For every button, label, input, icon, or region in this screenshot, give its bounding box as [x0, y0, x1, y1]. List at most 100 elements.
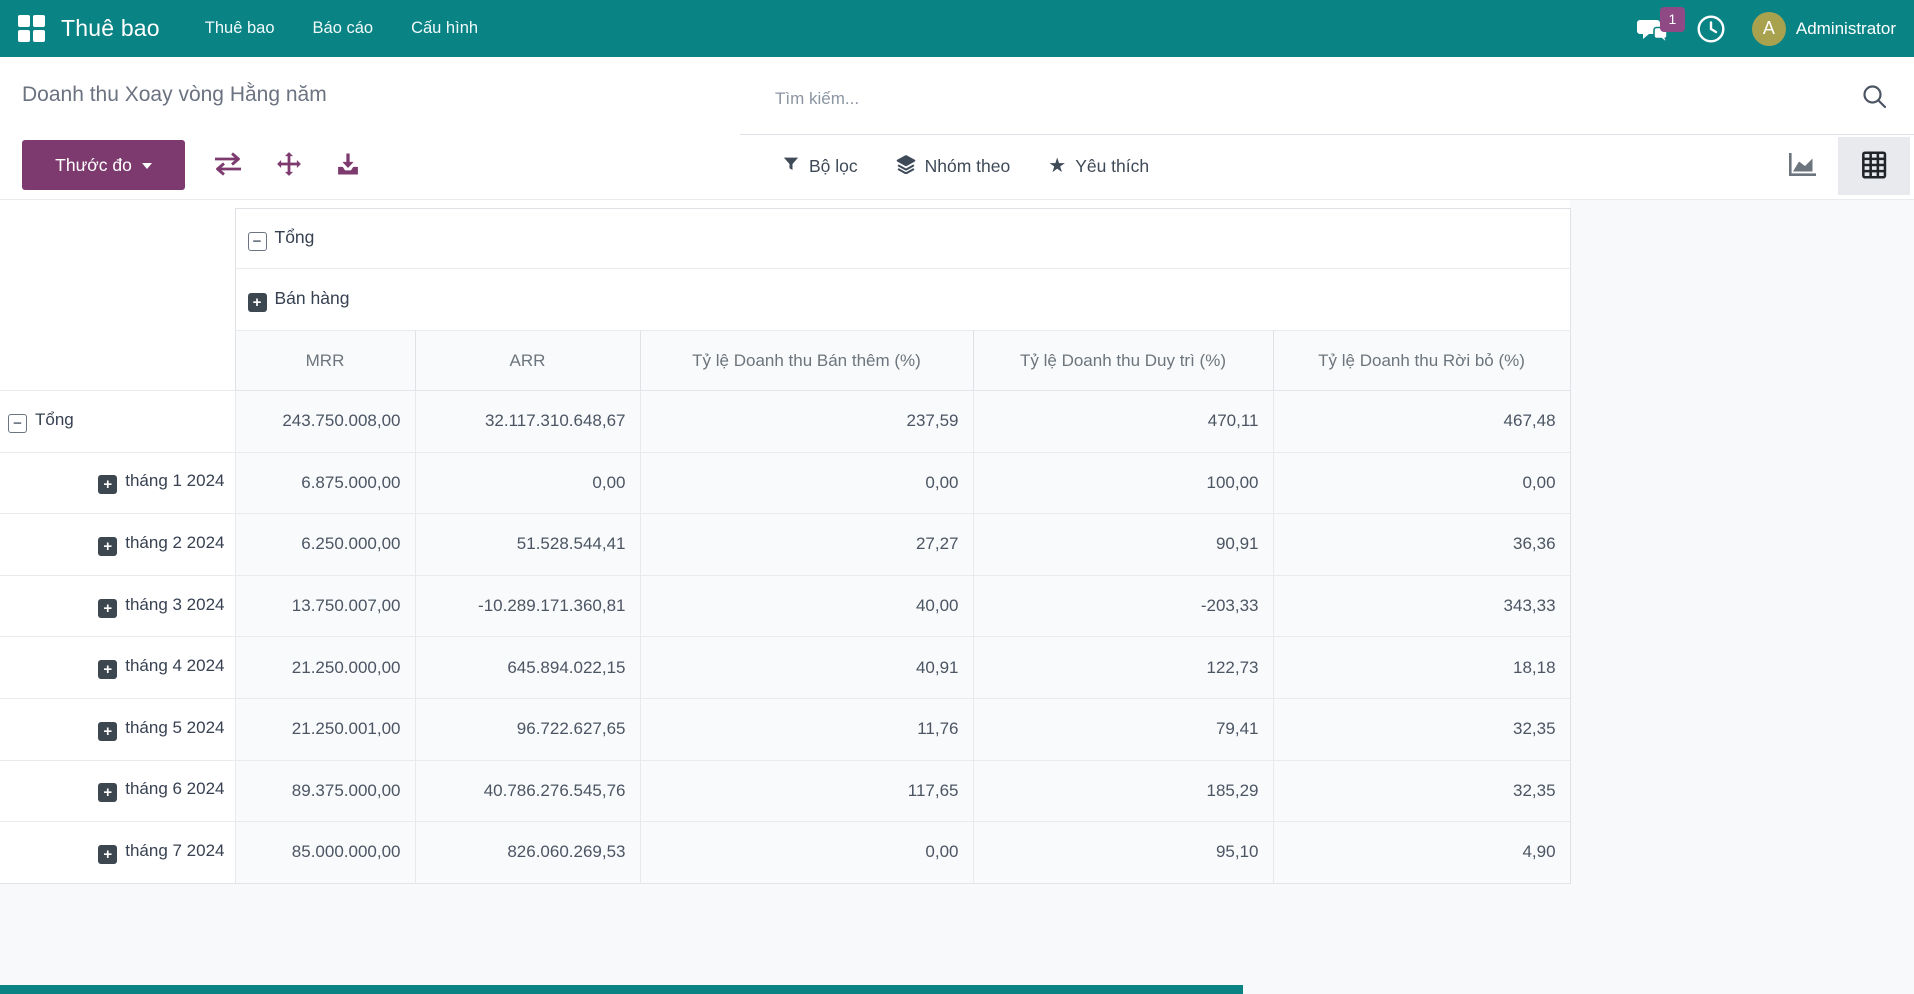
pivot-cell[interactable]: 21.250.001,00	[234, 697, 415, 761]
measures-button-label: Thước đo	[55, 154, 132, 175]
pivot-cell[interactable]: 467,48	[1272, 390, 1571, 453]
pivot-cell[interactable]: 18,18	[1272, 636, 1571, 699]
pivot-cell[interactable]: 79,41	[972, 697, 1273, 761]
measure-header-retention[interactable]: Tỷ lệ Doanh thu Duy trì (%)	[972, 330, 1273, 391]
pivot-view-button[interactable]	[1838, 137, 1910, 195]
bottom-scrollbar[interactable]	[0, 985, 1243, 994]
menu-item-bao-cao[interactable]: Báo cáo	[312, 19, 374, 37]
measure-header-mrr[interactable]: MRR	[234, 330, 415, 391]
pivot-cell[interactable]: 13.750.007,00	[234, 574, 415, 637]
row-header[interactable]: + tháng 6 2024	[0, 759, 235, 822]
row-header[interactable]: + tháng 5 2024	[0, 697, 235, 761]
expand-icon[interactable]: +	[98, 598, 118, 618]
pivot-cell[interactable]: 96.722.627,65	[414, 697, 640, 761]
row-header[interactable]: + tháng 3 2024	[0, 574, 235, 637]
pivot-cell[interactable]: 85.000.000,00	[234, 821, 415, 884]
pivot-cell[interactable]: 0,00	[414, 451, 640, 514]
pivot-cell[interactable]: 6.875.000,00	[234, 451, 415, 514]
pivot-cell[interactable]: 21.250.000,00	[234, 636, 415, 699]
flip-axis-icon[interactable]	[212, 149, 244, 181]
collapse-icon[interactable]: −	[247, 231, 267, 251]
pivot-cell[interactable]: 122,73	[972, 636, 1273, 699]
expand-icon[interactable]: +	[98, 475, 118, 495]
pivot-cell[interactable]: 237,59	[639, 390, 973, 453]
row-header[interactable]: + tháng 1 2024	[0, 451, 235, 514]
expand-icon[interactable]: +	[98, 844, 118, 864]
pivot-cell[interactable]: 4,90	[1272, 821, 1571, 884]
expand-icon[interactable]: +	[98, 536, 118, 556]
pivot-cell[interactable]: 100,00	[972, 451, 1273, 514]
pivot-cell[interactable]: 470,11	[972, 390, 1273, 453]
graph-view-button[interactable]	[1766, 137, 1838, 195]
row-header[interactable]: + tháng 2 2024	[0, 513, 235, 576]
pivot-cell[interactable]: 40.786.276.545,76	[414, 759, 640, 822]
expand-icon[interactable]: +	[98, 721, 118, 741]
pivot-cell[interactable]: 243.750.008,00	[234, 390, 415, 453]
column-group-row: + Bán hàng	[0, 268, 1571, 331]
messages-button[interactable]: 1	[1636, 6, 1685, 44]
row-header[interactable]: + tháng 7 2024	[0, 821, 235, 884]
pivot-cell[interactable]: -203,33	[972, 574, 1273, 637]
measure-header-churn[interactable]: Tỷ lệ Doanh thu Rời bỏ (%)	[1272, 330, 1571, 391]
pivot-cell[interactable]: 95,10	[972, 821, 1273, 884]
pivot-cell[interactable]: 0,00	[639, 451, 973, 514]
pivot-cell[interactable]: 32,35	[1272, 697, 1571, 761]
row-header[interactable]: + tháng 4 2024	[0, 636, 235, 699]
user-menu[interactable]: A Administrator	[1751, 11, 1896, 46]
pivot-cell[interactable]: 90,91	[972, 513, 1273, 576]
user-name: Administrator	[1795, 18, 1896, 38]
pivot-cell[interactable]: 51.528.544,41	[414, 513, 640, 576]
search-input[interactable]	[775, 81, 1675, 117]
menu-item-thue-bao[interactable]: Thuê bao	[204, 19, 275, 37]
expand-icon[interactable]: +	[247, 292, 267, 312]
menu-item-cau-hinh[interactable]: Cấu hình	[411, 19, 479, 37]
row-label: tháng 6 2024	[125, 779, 225, 799]
pivot-cell[interactable]: 89.375.000,00	[234, 759, 415, 822]
pivot-cell[interactable]: 826.060.269,53	[414, 821, 640, 884]
expand-icon[interactable]: +	[98, 783, 118, 803]
pivot-cell[interactable]: 343,33	[1272, 574, 1571, 637]
row-header[interactable]: − Tổng	[0, 390, 235, 453]
row-label: tháng 5 2024	[125, 717, 225, 737]
pivot-cell[interactable]: 0,00	[639, 821, 973, 884]
main-menu: Thuê bao Báo cáo Cấu hình	[186, 0, 497, 57]
filters-button[interactable]: Bộ lọc	[782, 155, 858, 178]
row-label: Tổng	[35, 409, 74, 429]
row-label: tháng 3 2024	[125, 594, 225, 614]
app-brand[interactable]: Thuê bao	[61, 15, 160, 41]
measure-header-arr[interactable]: ARR	[414, 330, 640, 391]
pivot-cell[interactable]: 645.894.022,15	[414, 636, 640, 699]
pivot-cell[interactable]: 32.117.310.648,67	[414, 390, 640, 453]
pivot-cell[interactable]: 0,00	[1272, 451, 1571, 514]
apps-grid-icon[interactable]	[18, 15, 45, 42]
activities-button[interactable]	[1696, 14, 1726, 44]
expand-all-icon[interactable]	[274, 149, 304, 181]
filters-label: Bộ lọc	[809, 155, 858, 176]
pivot-cell[interactable]: 36,36	[1272, 513, 1571, 576]
collapse-icon[interactable]: −	[8, 413, 27, 433]
measures-button[interactable]: Thước đo	[22, 140, 185, 190]
download-icon[interactable]	[334, 149, 362, 181]
pivot-cell[interactable]: 6.250.000,00	[234, 513, 415, 576]
measure-header-expansion[interactable]: Tỷ lệ Doanh thu Bán thêm (%)	[639, 330, 973, 391]
search-icon[interactable]	[1861, 83, 1888, 115]
view-switcher	[1766, 137, 1910, 195]
funnel-icon	[782, 155, 800, 178]
pivot-cell[interactable]: -10.289.171.360,81	[414, 574, 640, 637]
expand-icon[interactable]: +	[98, 660, 118, 680]
pivot-cell[interactable]: 40,91	[639, 636, 973, 699]
pivot-cell[interactable]: 27,27	[639, 513, 973, 576]
pivot-cell[interactable]: 117,65	[639, 759, 973, 822]
column-group-total[interactable]: − Tổng	[234, 208, 1571, 269]
column-group-sales[interactable]: + Bán hàng	[234, 268, 1571, 331]
pivot-cell[interactable]: 40,00	[639, 574, 973, 637]
group-by-button[interactable]: Nhóm theo	[896, 154, 1010, 179]
favorites-button[interactable]: ★ Yêu thích	[1048, 156, 1149, 177]
pivot-cell[interactable]: 32,35	[1272, 759, 1571, 822]
table-row: + tháng 6 2024 89.375.000,00 40.786.276.545…	[0, 759, 1571, 822]
pivot-cell[interactable]: 185,29	[972, 759, 1273, 822]
star-icon: ★	[1048, 155, 1067, 177]
area-chart-icon	[1785, 150, 1819, 183]
pivot-cell[interactable]: 11,76	[639, 697, 973, 761]
corner-cell	[0, 268, 235, 331]
